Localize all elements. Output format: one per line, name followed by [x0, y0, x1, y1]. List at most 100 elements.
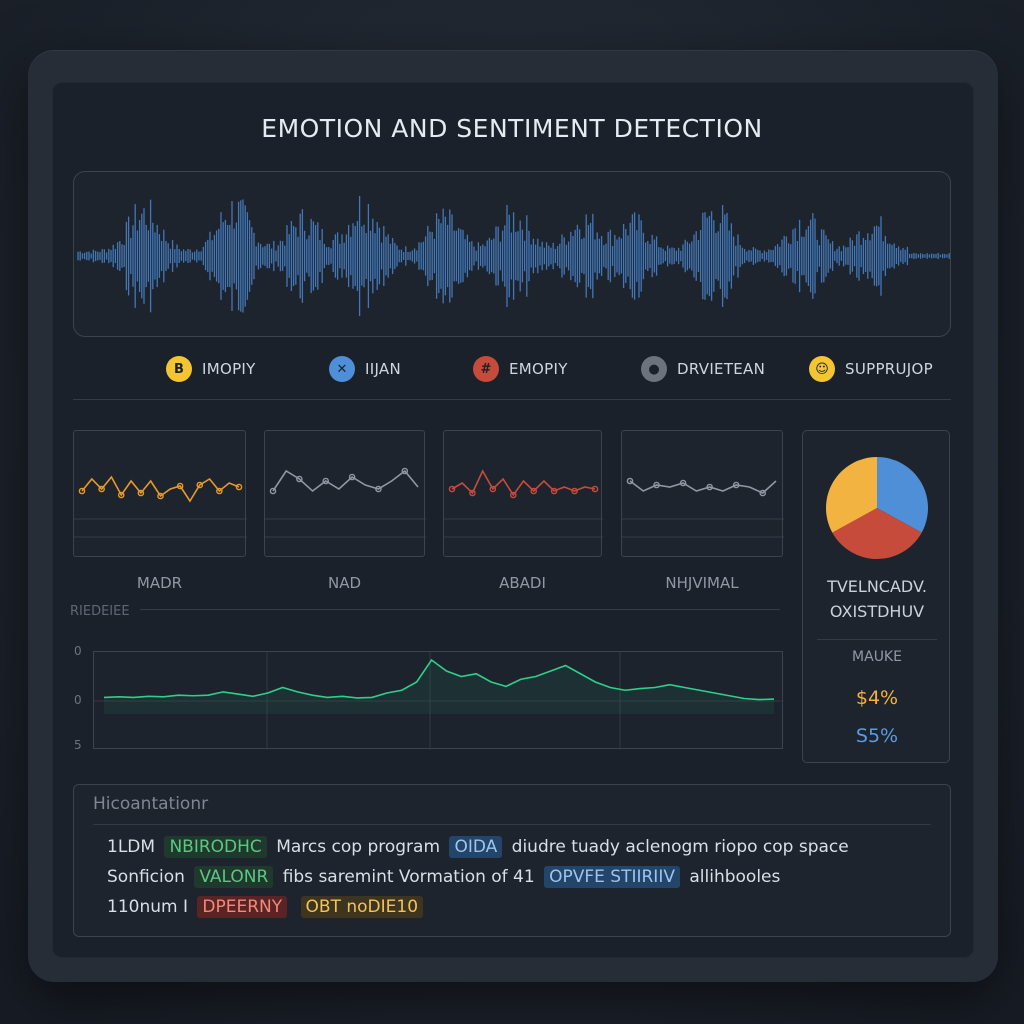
- mini-chart-point: [296, 475, 303, 483]
- mini-chart-3[interactable]: [443, 430, 603, 557]
- mini-chart-4[interactable]: [621, 430, 784, 557]
- mini-chart-4-plot: [622, 477, 784, 538]
- mini-chart-point: [530, 487, 538, 495]
- mini-chart-point: [216, 487, 223, 495]
- mini-chart-point: [509, 491, 517, 499]
- mini-chart-point: [732, 481, 740, 489]
- mini-chart-point: [401, 467, 409, 475]
- legend-label: DRVIETEAN: [677, 360, 766, 378]
- mini-chart-3-label: ABADI: [499, 574, 546, 592]
- mini-chart-point: [117, 491, 125, 499]
- pie-slice[interactable]: [877, 457, 928, 533]
- mini-chart-point: [375, 485, 382, 493]
- circle-icon: ●: [641, 356, 667, 382]
- mini-chart-point: [626, 477, 634, 485]
- rec-text: Sonficion: [107, 867, 185, 887]
- mini-chart-line: [81, 475, 240, 503]
- mini-chart-point: [706, 483, 713, 491]
- legend-item-1[interactable]: B IMOPIY: [166, 354, 256, 384]
- mini-chart-2[interactable]: [264, 430, 426, 557]
- hash-icon: #: [473, 356, 499, 382]
- rec-tag: OIDA: [449, 836, 503, 858]
- mini-chart-point: [469, 489, 476, 497]
- legend-item-4[interactable]: ● DRVIETEAN: [641, 354, 765, 384]
- mini-chart-point: [269, 487, 277, 495]
- mini-chart-line: [272, 469, 419, 493]
- legend-item-3[interactable]: # EMOPIY: [473, 354, 568, 384]
- mini-chart-point: [348, 473, 356, 481]
- legend-label: SUPPRUJOP: [845, 360, 933, 378]
- mini-chart-point: [550, 487, 558, 495]
- b-icon: B: [166, 356, 192, 382]
- summary-label: MAUKE: [852, 649, 902, 665]
- axis-tick: 5: [74, 738, 82, 752]
- x-icon: ✕: [329, 356, 355, 382]
- recommendation-line[interactable]: Sonficion VALONR fibs saremint Vormation…: [107, 866, 780, 888]
- summary-value-1: $4%: [855, 687, 899, 709]
- mini-chart-1[interactable]: [73, 430, 247, 557]
- rec-text: diudre tuady aclenogm riopo cop space: [511, 837, 849, 857]
- sentiment-trend-plot: [94, 652, 784, 750]
- trend-title: RIEDEIEE: [70, 604, 130, 619]
- divider: [140, 609, 780, 610]
- axis-tick: 0: [74, 693, 82, 707]
- rec-tag: VALONR: [194, 866, 274, 888]
- mini-chart-point: [571, 487, 578, 495]
- sentiment-trend-chart[interactable]: [93, 651, 784, 750]
- audio-waveform-panel[interactable]: [73, 171, 951, 337]
- recommendation-line[interactable]: 110num I DPEERNY OBT noDIE10: [107, 896, 427, 918]
- summary-value-2: S5%: [855, 725, 899, 747]
- rec-tag: OBT noDIE10: [300, 896, 424, 918]
- summary-panel: TVELNCADV. OXISTDHUV MAUKE $4% S5%: [802, 430, 950, 763]
- person-icon: ☺: [809, 356, 835, 382]
- rec-text: fibs saremint Vormation of 41: [282, 867, 535, 887]
- rec-text: allihbooles: [689, 867, 781, 887]
- mini-chart-point: [235, 483, 243, 491]
- recommendation-line[interactable]: 1LDM NBIRODHC Marcs cop program OIDA diu…: [107, 836, 849, 858]
- mini-chart-point: [759, 489, 767, 497]
- audio-waveform: [77, 195, 950, 317]
- mini-chart-1-label: MADR: [136, 574, 183, 592]
- pie-slice[interactable]: [826, 457, 877, 533]
- mini-chart-point: [98, 485, 105, 493]
- mini-chart-point: [489, 485, 497, 493]
- rec-tag: OPVFE STIIRIIV: [544, 866, 680, 888]
- pie-slice[interactable]: [832, 508, 922, 559]
- recommendations-body: [93, 824, 931, 924]
- summary-line-1: TVELNCADV.: [827, 577, 927, 596]
- mini-chart-point: [322, 477, 330, 485]
- recommendations-title: Hicoantationr: [93, 794, 209, 814]
- trend-area: [104, 660, 774, 714]
- divider: [73, 399, 951, 400]
- mini-chart-2-label: NAD: [327, 574, 362, 592]
- mini-chart-point: [78, 487, 86, 495]
- legend-label: EMOPIY: [509, 360, 568, 378]
- rec-text: 1LDM: [107, 837, 156, 857]
- legend-item-5[interactable]: ☺ SUPPRUJOP: [809, 354, 933, 384]
- rec-text: 110num I: [107, 897, 188, 917]
- sentiment-pie-chart[interactable]: [803, 445, 951, 595]
- legend-item-2[interactable]: ✕ IIJAN: [329, 354, 401, 384]
- mini-chart-line: [629, 480, 777, 494]
- mini-chart-point: [653, 481, 660, 489]
- mini-chart-3-plot: [444, 469, 603, 538]
- rec-text: Marcs cop program: [276, 837, 441, 857]
- mini-chart-line: [451, 469, 596, 497]
- divider: [817, 639, 937, 640]
- trend-line: [103, 658, 775, 701]
- axis-tick: 0: [74, 644, 82, 658]
- legend-label: IIJAN: [365, 360, 401, 378]
- mini-chart-1-plot: [74, 475, 247, 538]
- mini-chart-point: [679, 479, 687, 487]
- mini-chart-point: [137, 489, 145, 497]
- rec-tag: NBIRODHC: [164, 836, 267, 858]
- emotion-legend: B IMOPIY ✕ IIJAN # EMOPIY ● DRVIETEAN ☺ …: [0, 354, 1024, 384]
- legend-label: IMOPIY: [202, 360, 256, 378]
- mini-chart-point: [157, 492, 164, 500]
- mini-chart-2-plot: [265, 467, 426, 538]
- mini-chart-point: [196, 481, 204, 489]
- mini-chart-point: [448, 485, 456, 493]
- page-title: EMOTION AND SENTIMENT DETECTION: [261, 114, 763, 143]
- mini-chart-point: [591, 485, 599, 493]
- mini-chart-point: [176, 482, 184, 490]
